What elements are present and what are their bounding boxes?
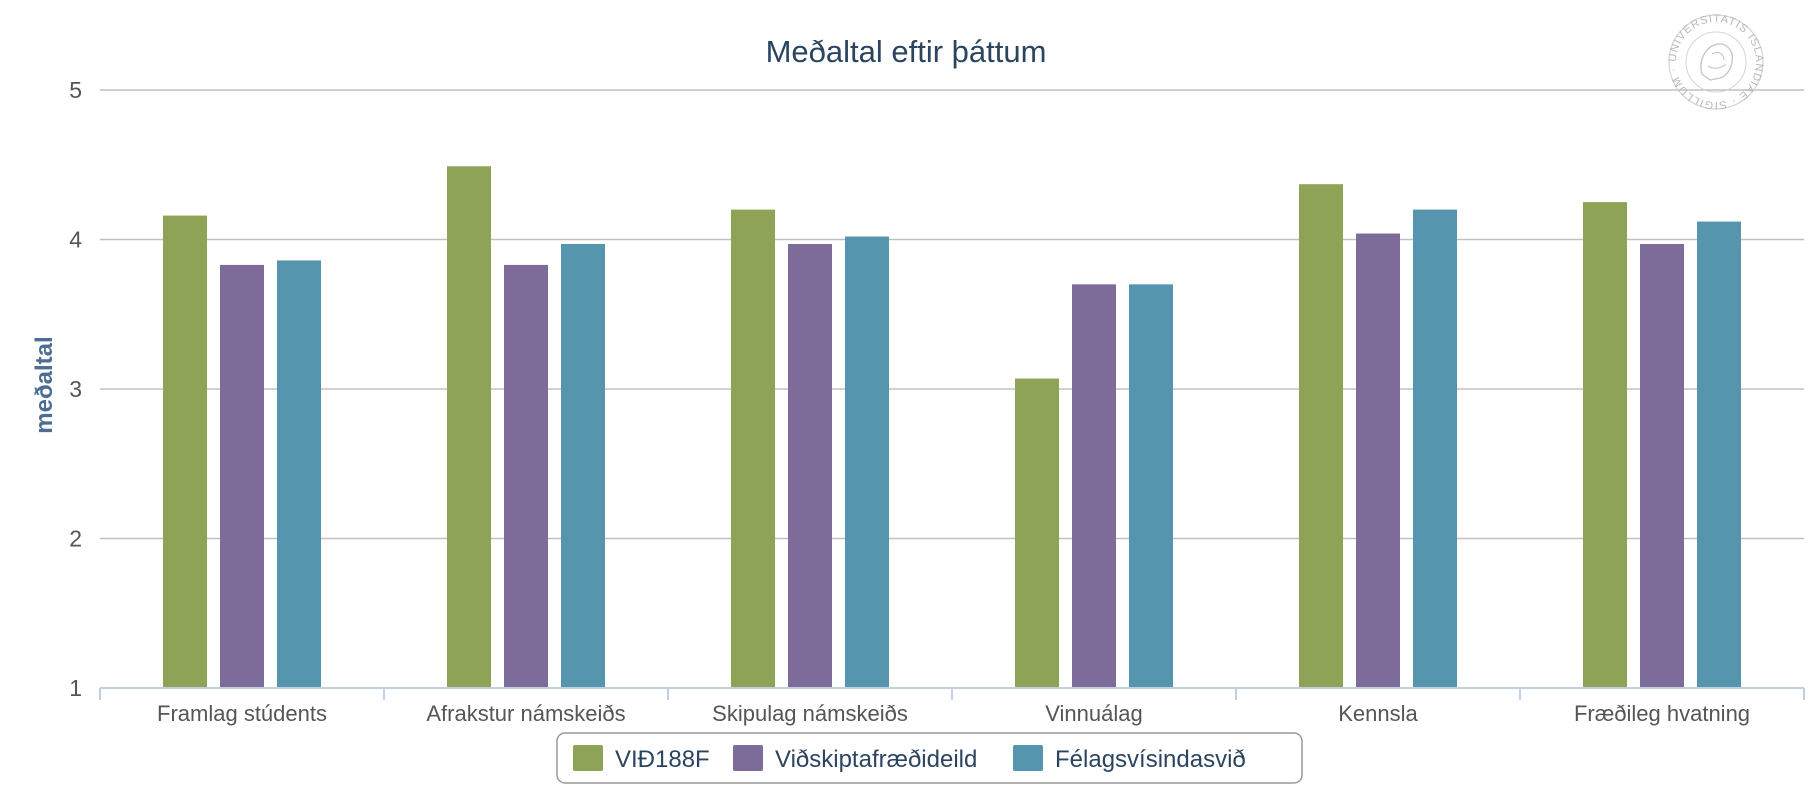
bar[interactable] bbox=[1072, 284, 1116, 688]
y-tick-label: 5 bbox=[69, 77, 82, 103]
bar[interactable] bbox=[788, 243, 832, 689]
svg-text:UNIVERSITATIS ISLANDIAE · SIGI: UNIVERSITATIS ISLANDIAE · SIGILLUM · bbox=[1667, 13, 1765, 111]
y-tick-label: 3 bbox=[69, 376, 82, 402]
bar[interactable] bbox=[277, 260, 321, 688]
bar[interactable] bbox=[504, 264, 548, 688]
x-tick-label: Afrakstur námskeiðs bbox=[426, 701, 625, 726]
legend-item[interactable]: VIÐ188F bbox=[573, 745, 710, 773]
bar[interactable] bbox=[561, 243, 605, 689]
bar[interactable] bbox=[1697, 221, 1741, 688]
bar[interactable] bbox=[1015, 378, 1059, 688]
legend-label: Félagsvísindasvið bbox=[1055, 746, 1246, 773]
x-tick-label: Skipulag námskeiðs bbox=[712, 701, 908, 726]
chart-title: Meðaltal eftir þáttum bbox=[766, 34, 1047, 69]
y-tick-label: 2 bbox=[69, 526, 82, 552]
bar[interactable] bbox=[1583, 202, 1627, 688]
legend-label: VIÐ188F bbox=[615, 746, 710, 773]
bar[interactable] bbox=[163, 215, 207, 688]
legend-item[interactable]: Félagsvísindasvið bbox=[1013, 745, 1246, 773]
x-tick-label: Fræðileg hvatning bbox=[1574, 701, 1750, 726]
bar[interactable] bbox=[220, 264, 264, 688]
legend[interactable]: VIÐ188F Viðskiptafræðideild Félagsvísindas… bbox=[556, 732, 1303, 784]
gridlines bbox=[100, 89, 1804, 540]
seal-text: UNIVERSITATIS ISLANDIAE · SIGILLUM · bbox=[1667, 13, 1764, 111]
legend-item[interactable]: Viðskiptafræðideild bbox=[733, 745, 977, 773]
legend-swatch bbox=[573, 745, 603, 771]
legend-label: Viðskiptafræðideild bbox=[775, 746, 977, 773]
x-tick-label: Vinnuálag bbox=[1045, 701, 1142, 726]
legend-swatch bbox=[733, 745, 763, 771]
bars bbox=[163, 166, 1741, 689]
bar[interactable] bbox=[731, 209, 775, 688]
y-tick-label: 4 bbox=[69, 227, 82, 253]
x-tick-label: Kennsla bbox=[1338, 701, 1418, 726]
university-seal-icon: UNIVERSITATIS ISLANDIAE · SIGILLUM · bbox=[1667, 13, 1765, 111]
x-tick-label: Framlag stúdents bbox=[157, 701, 327, 726]
y-axis-ticks: 1 2 3 4 5 bbox=[69, 77, 82, 701]
x-axis: Framlag stúdents Afrakstur námskeiðs Skipu… bbox=[99, 687, 1805, 726]
y-axis-label: meðaltal bbox=[31, 336, 58, 433]
bar[interactable] bbox=[1299, 184, 1343, 688]
legend-swatch bbox=[1013, 745, 1043, 771]
bar[interactable] bbox=[447, 166, 491, 688]
bar[interactable] bbox=[1413, 209, 1457, 688]
bar[interactable] bbox=[845, 236, 889, 688]
bar[interactable] bbox=[1129, 284, 1173, 688]
y-tick-label: 1 bbox=[69, 675, 82, 701]
bar[interactable] bbox=[1356, 233, 1400, 688]
bar[interactable] bbox=[1640, 243, 1684, 689]
